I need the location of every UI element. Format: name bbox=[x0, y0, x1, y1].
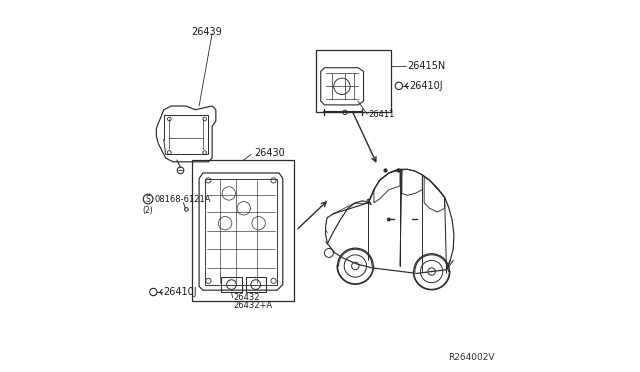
Text: 26410J: 26410J bbox=[410, 81, 443, 91]
Bar bbox=[191, 160, 294, 301]
Text: S: S bbox=[146, 195, 150, 203]
Text: 26439: 26439 bbox=[191, 27, 222, 36]
Text: 26430: 26430 bbox=[254, 148, 285, 158]
Text: 26415N: 26415N bbox=[408, 61, 445, 71]
Bar bbox=[205, 179, 277, 285]
Text: 08168-6121A: 08168-6121A bbox=[154, 195, 211, 203]
Bar bbox=[246, 277, 266, 292]
Text: 26432+A: 26432+A bbox=[234, 301, 273, 310]
Bar bbox=[316, 50, 390, 112]
Text: 26432: 26432 bbox=[234, 293, 260, 302]
Circle shape bbox=[387, 218, 390, 221]
Text: 26411: 26411 bbox=[369, 110, 395, 119]
Text: 26410J: 26410J bbox=[163, 287, 196, 297]
Text: (2): (2) bbox=[143, 206, 154, 215]
Text: R264002V: R264002V bbox=[449, 353, 495, 362]
Bar bbox=[221, 277, 242, 292]
